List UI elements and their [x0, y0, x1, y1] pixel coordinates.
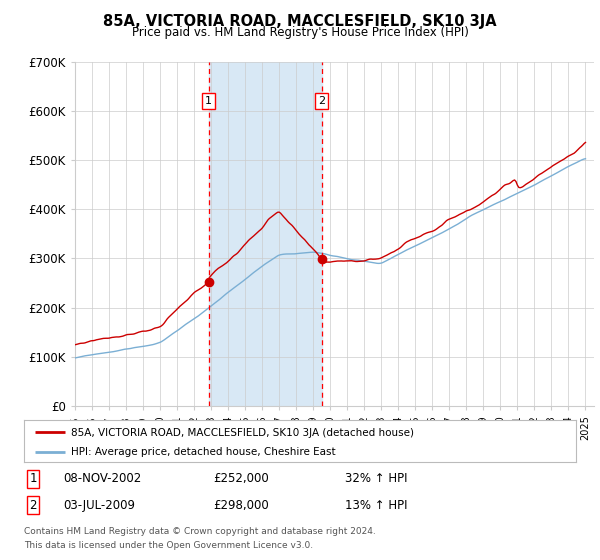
Text: 32% ↑ HPI: 32% ↑ HPI: [345, 472, 407, 486]
Text: 1: 1: [29, 472, 37, 486]
Text: 1: 1: [205, 96, 212, 106]
Text: 08-NOV-2002: 08-NOV-2002: [63, 472, 141, 486]
Text: 03-JUL-2009: 03-JUL-2009: [63, 498, 135, 512]
Text: 85A, VICTORIA ROAD, MACCLESFIELD, SK10 3JA (detached house): 85A, VICTORIA ROAD, MACCLESFIELD, SK10 3…: [71, 428, 414, 437]
Bar: [209, 62, 322, 406]
Text: Price paid vs. HM Land Registry's House Price Index (HPI): Price paid vs. HM Land Registry's House …: [131, 26, 469, 39]
Text: 85A, VICTORIA ROAD, MACCLESFIELD, SK10 3JA: 85A, VICTORIA ROAD, MACCLESFIELD, SK10 3…: [103, 14, 497, 29]
Text: This data is licensed under the Open Government Licence v3.0.: This data is licensed under the Open Gov…: [24, 541, 313, 550]
Text: £298,000: £298,000: [213, 498, 269, 512]
Text: 2: 2: [318, 96, 325, 106]
Text: 13% ↑ HPI: 13% ↑ HPI: [345, 498, 407, 512]
Text: £252,000: £252,000: [213, 472, 269, 486]
Text: 2: 2: [29, 498, 37, 512]
Text: HPI: Average price, detached house, Cheshire East: HPI: Average price, detached house, Ches…: [71, 447, 335, 458]
Text: Contains HM Land Registry data © Crown copyright and database right 2024.: Contains HM Land Registry data © Crown c…: [24, 527, 376, 536]
